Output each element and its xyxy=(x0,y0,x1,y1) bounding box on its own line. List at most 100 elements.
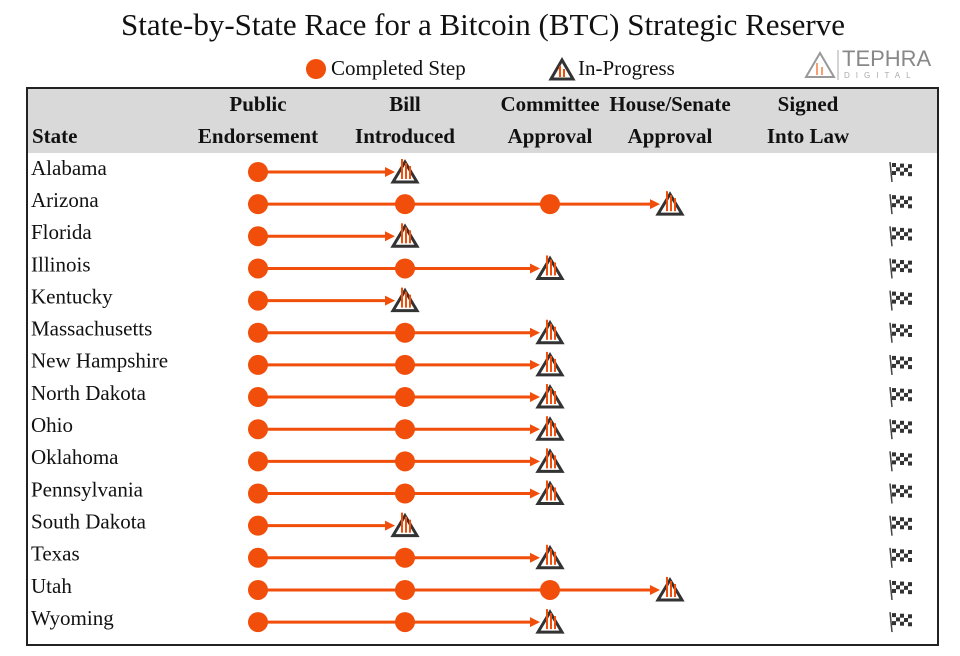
state-name: North Dakota xyxy=(31,381,147,405)
flag-cell xyxy=(892,299,896,304)
arrow-head xyxy=(385,520,395,531)
column-header: Introduced xyxy=(355,124,455,148)
finish-flag xyxy=(889,451,912,472)
flag-cell xyxy=(904,392,908,397)
in-progress-icon xyxy=(535,255,565,280)
flag-cell xyxy=(908,397,912,402)
flag-pole xyxy=(889,451,893,472)
completed-dot xyxy=(248,194,268,215)
flag-cell xyxy=(892,556,896,561)
flag-cell xyxy=(900,235,904,240)
flag-cell xyxy=(908,268,912,273)
completed-dot xyxy=(248,162,268,182)
icon-bar xyxy=(550,613,552,630)
flag-cell xyxy=(908,485,912,490)
finish-flag xyxy=(889,354,912,375)
flag-cell xyxy=(908,493,912,498)
flag-cell xyxy=(904,521,908,526)
flag-cell xyxy=(908,172,912,177)
brand-logo xyxy=(804,51,836,78)
flag-cell xyxy=(900,396,904,401)
finish-flag xyxy=(889,194,912,215)
icon-bar xyxy=(666,191,668,212)
flag-cell xyxy=(896,585,900,590)
flag-cell xyxy=(908,292,912,297)
flag-cell xyxy=(900,428,904,433)
arrow-head xyxy=(530,392,540,403)
arrow-head xyxy=(530,488,540,499)
flag-cell xyxy=(908,517,912,522)
state-name: Utah xyxy=(31,574,72,598)
flag-cell xyxy=(896,456,900,461)
flag-cell xyxy=(892,291,896,296)
flag-cell xyxy=(908,461,912,466)
flag-cell xyxy=(908,550,912,554)
completed-dot xyxy=(248,547,268,568)
flag-cell xyxy=(900,589,904,594)
in-progress-icon xyxy=(535,480,565,505)
flag-cell xyxy=(896,167,900,172)
flag-cell xyxy=(908,421,912,426)
flag-cell xyxy=(892,235,896,240)
flag-cell xyxy=(908,622,912,627)
flag-cell xyxy=(908,365,912,370)
flag-cell xyxy=(892,452,896,457)
column-header: State xyxy=(32,124,78,148)
finish-flag xyxy=(889,547,912,568)
flag-cell xyxy=(908,228,912,233)
flag-cell xyxy=(900,332,904,337)
column-header: Endorsement xyxy=(198,124,318,148)
flag-cell xyxy=(892,267,896,272)
state-name: New Hampshire xyxy=(31,349,168,373)
flag-pole xyxy=(889,386,893,408)
completed-dot xyxy=(395,387,415,408)
finish-flag xyxy=(889,515,912,536)
completed-dot xyxy=(395,322,415,343)
finish-flag xyxy=(889,258,912,279)
finish-flag xyxy=(889,483,912,504)
flag-pole xyxy=(889,547,893,568)
state-name: Pennsylvania xyxy=(31,477,144,501)
flag-cell xyxy=(896,488,900,493)
flag-cell xyxy=(892,428,896,433)
flag-cell xyxy=(900,452,904,457)
flag-cell xyxy=(892,516,896,521)
icon-bar xyxy=(546,609,548,630)
finish-flag xyxy=(889,322,912,343)
flag-cell xyxy=(896,263,900,268)
icon-bar xyxy=(546,384,548,405)
flag-pole xyxy=(889,258,893,279)
icon-bar xyxy=(554,326,556,340)
flag-cell xyxy=(892,460,896,465)
icon-bar xyxy=(546,448,548,469)
icon-bar xyxy=(550,452,552,469)
arrow-head xyxy=(530,456,540,467)
flag-cell xyxy=(900,163,904,168)
column-header: Bill xyxy=(389,92,421,116)
completed-dot xyxy=(248,290,268,311)
icon-bar xyxy=(401,223,403,244)
flag-cell xyxy=(908,389,912,394)
icon-bar xyxy=(666,576,668,597)
state-name: South Dakota xyxy=(31,509,147,533)
state-name: Oklahoma xyxy=(31,445,119,469)
in-progress-icon xyxy=(535,416,565,441)
finish-flag xyxy=(889,290,912,311)
icon-bar xyxy=(550,259,552,276)
flag-cell xyxy=(892,548,896,553)
icon-bar xyxy=(554,551,556,565)
flag-pole xyxy=(889,290,893,311)
flag-cell xyxy=(900,517,904,522)
flag-cell xyxy=(908,453,912,458)
arrow-head xyxy=(385,231,395,242)
state-name: Ohio xyxy=(31,413,73,437)
column-header: Approval xyxy=(628,124,713,148)
title: State-by-State Race for a Bitcoin (BTC) … xyxy=(121,7,845,42)
flag-cell xyxy=(892,323,896,328)
flag-pole xyxy=(889,161,893,183)
state-name: Arizona xyxy=(31,188,99,212)
flag-cell xyxy=(908,164,912,169)
flag-cell xyxy=(900,388,904,393)
flag-cell xyxy=(900,195,904,200)
icon-bar xyxy=(546,255,548,276)
